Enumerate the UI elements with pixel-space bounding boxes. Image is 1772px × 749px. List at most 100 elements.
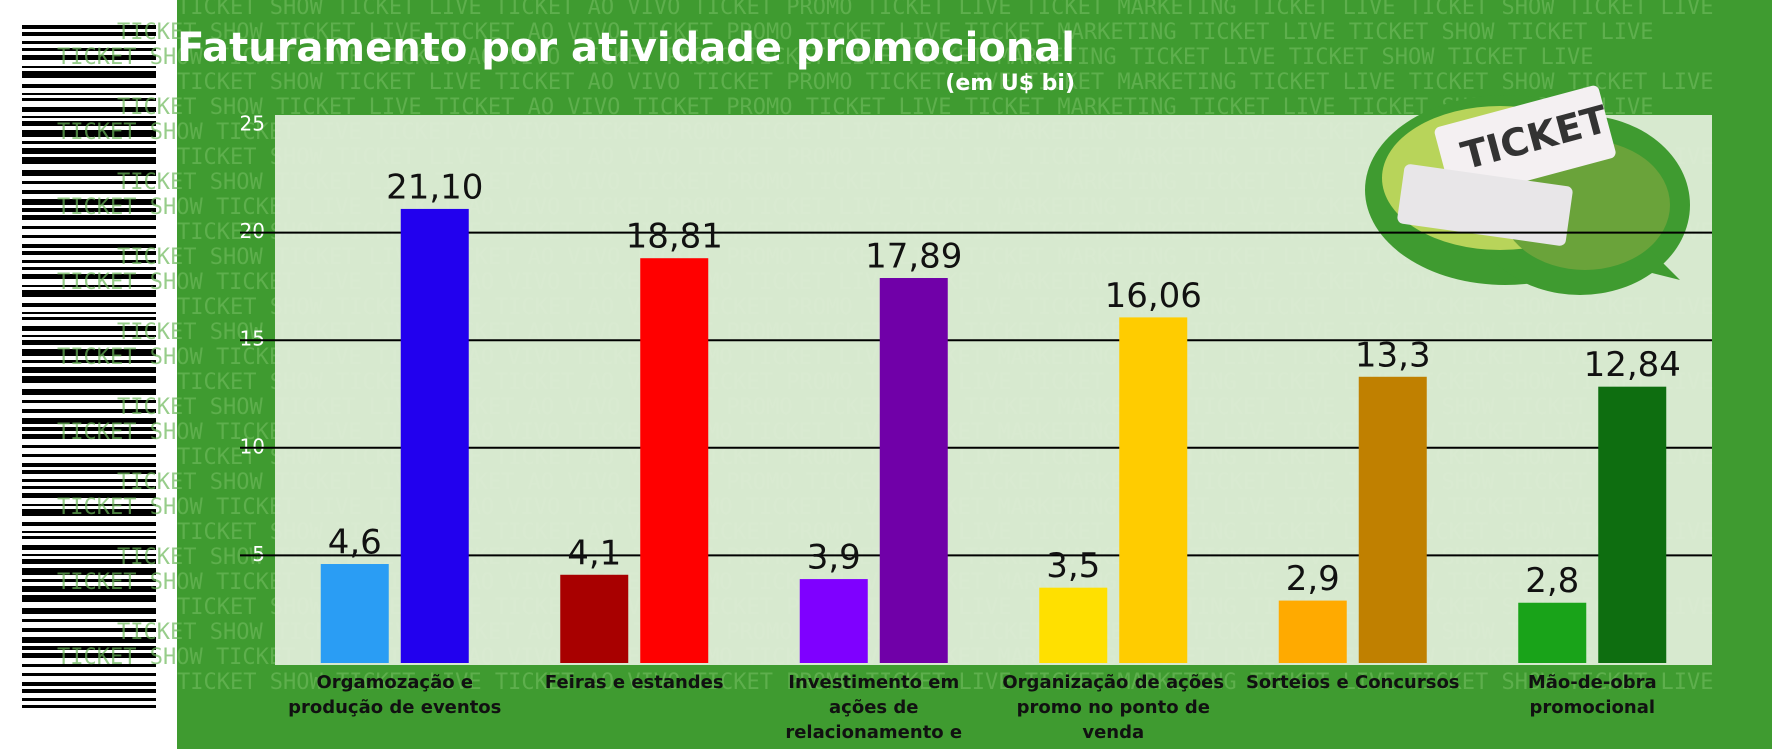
barcode-stripe [22,25,156,29]
barcode-stripe [22,579,156,582]
bar [1518,602,1587,663]
x-tick-label: Feiras e estandes [544,672,724,693]
barcode-stripe [22,608,156,614]
barcode-stripe [22,48,156,51]
value-label: 3,9 [807,538,861,578]
barcode-stripe [22,434,156,439]
barcode-stripe [22,486,156,489]
barcode-stripe [22,317,156,320]
bar [400,208,469,664]
barcode-stripe [22,664,156,667]
bar [640,258,709,663]
value-label: 3,5 [1046,546,1100,586]
barcode-stripe [22,531,156,533]
chart-title: Faturamento por atividade promocional [177,25,1075,71]
barcode-stripe [22,376,156,383]
barcode-stripe [22,522,156,526]
barcode-stripe [22,628,156,632]
barcode-stripe [22,400,156,403]
value-label: 4,6 [328,523,382,563]
pattern-text: TICKET SHOW TICKET LIVE TICKET AO VIVO T… [57,45,1593,70]
barcode-stripe [22,646,156,650]
barcode-stripe [22,389,156,395]
barcode-stripe [22,41,156,44]
barcode-stripe [22,586,156,592]
barcode-stripe [22,107,156,112]
pattern-text: TICKET SHOW TICKET LIVE TICKET AO VIVO T… [177,70,1713,95]
value-label: 18,81 [626,217,723,257]
barcode-stripe [22,267,156,270]
barcode-stripe [22,148,156,154]
barcode-stripe [22,367,156,373]
barcode-stripe [22,130,156,137]
barcode-stripe [22,181,156,184]
value-label: 13,3 [1355,335,1431,375]
y-tick-label: 5 [252,542,265,566]
barcode-stripe [22,554,156,556]
barcode-stripe [22,360,156,363]
x-tick-label: Orgamozação e produção de eventos [288,672,502,718]
bar [799,579,868,663]
barcode-stripe [22,66,156,68]
barcode-stripe [22,121,156,126]
ticket-image: TICKET [1365,85,1690,295]
value-label: 21,10 [386,167,483,207]
barcode-stripe [22,568,156,575]
ticket [1434,85,1616,200]
barcode-stripe [22,84,156,88]
barcode-stripe [22,454,156,457]
value-label: 12,84 [1584,345,1681,385]
bar [560,574,629,663]
barcode-stripe [22,244,156,248]
barcode-stripe [22,312,156,314]
barcode-stripe [22,689,156,693]
bar [1358,376,1427,663]
barcode-stripe [22,418,156,424]
bar [1278,600,1347,663]
barcode-stripe [22,463,156,467]
barcode-stripe [22,93,156,95]
barcode-stripe [22,251,156,255]
barcode-stripe [22,157,156,164]
barcode-stripe [22,653,156,658]
barcode-stripe [22,536,156,539]
barcode-stripe [22,215,156,220]
barcode-stripe [22,260,156,263]
barcode-stripe [22,619,156,622]
x-tick-label: Mão-de-obra promocional [1527,672,1657,718]
barcode-stripe [22,141,156,144]
barcode-stripe [22,71,156,78]
y-tick-label: 15 [240,327,265,351]
barcode-stripe [22,285,156,287]
chart-subtitle: (em U$ bi) [945,71,1075,96]
barcode-stripe [22,682,156,686]
barcode-stripe [22,595,156,602]
barcode-stripe [22,32,156,36]
value-label: 4,1 [567,533,621,573]
barcode-stripe [22,226,156,229]
barcode-stripe [22,98,156,101]
barcode-stripe [22,274,156,279]
bar [879,278,948,663]
bar [1598,386,1667,663]
barcode-stripe [22,335,156,337]
barcode-stripe [22,235,156,238]
barcode-stripe [22,326,156,331]
bar [1039,587,1108,663]
barcode-stripe [22,409,156,413]
pattern-text: TICKET SHOW TICKET LIVE TICKET AO VIVO T… [177,0,1713,20]
barcode-stripe [22,470,156,474]
bar [320,564,389,663]
barcode-stripe [22,55,156,60]
value-label: 17,89 [865,237,962,277]
barcode-stripe [22,479,156,482]
barcode-stripe [22,705,156,708]
barcode [22,25,156,708]
barcode-stripe [22,559,156,564]
ticket [1397,164,1573,246]
barcode-stripe [22,673,156,676]
barcode-stripe [22,545,156,550]
pattern-text: TICKET SHOW TICKET LIVE TICKET AO VIVO T… [177,670,1713,695]
